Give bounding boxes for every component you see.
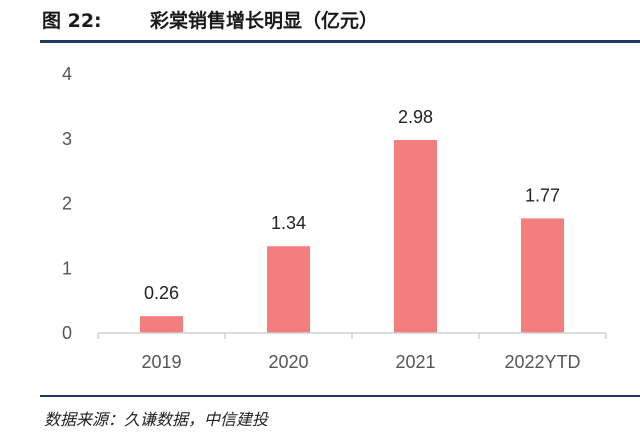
x-tick-label: 2020 (268, 352, 308, 372)
bar (521, 218, 564, 333)
y-tick-label: 3 (62, 129, 72, 149)
x-tick-label: 2022YTD (504, 352, 580, 372)
x-tick-label: 2019 (141, 352, 181, 372)
bar-chart: 0 1 2 3 4 0.26 2019 1.34 2020 2.98 2021 1.77 2022YTD (62, 64, 607, 372)
y-tick-label: 2 (62, 194, 72, 214)
y-tick-label: 0 (62, 323, 72, 343)
top-rule (40, 40, 640, 43)
data-label: 0.26 (144, 283, 179, 303)
bottom-rule (40, 395, 640, 397)
data-label: 1.34 (271, 213, 306, 233)
data-label: 1.77 (525, 185, 560, 205)
bar (394, 140, 437, 333)
data-label: 2.98 (398, 107, 433, 127)
x-tick-label: 2021 (395, 352, 435, 372)
y-tick-label: 1 (62, 258, 72, 278)
y-tick-label: 4 (62, 64, 72, 84)
figure-header: 图 22: 彩棠销售增长明显（亿元） (0, 0, 640, 40)
figure-label: 图 22: (42, 10, 102, 32)
bar (140, 316, 183, 333)
bar (267, 246, 310, 333)
source-note: 数据来源：久谦数据，中信建投 (44, 410, 269, 429)
chart-title: 彩棠销售增长明显（亿元） (150, 10, 379, 32)
